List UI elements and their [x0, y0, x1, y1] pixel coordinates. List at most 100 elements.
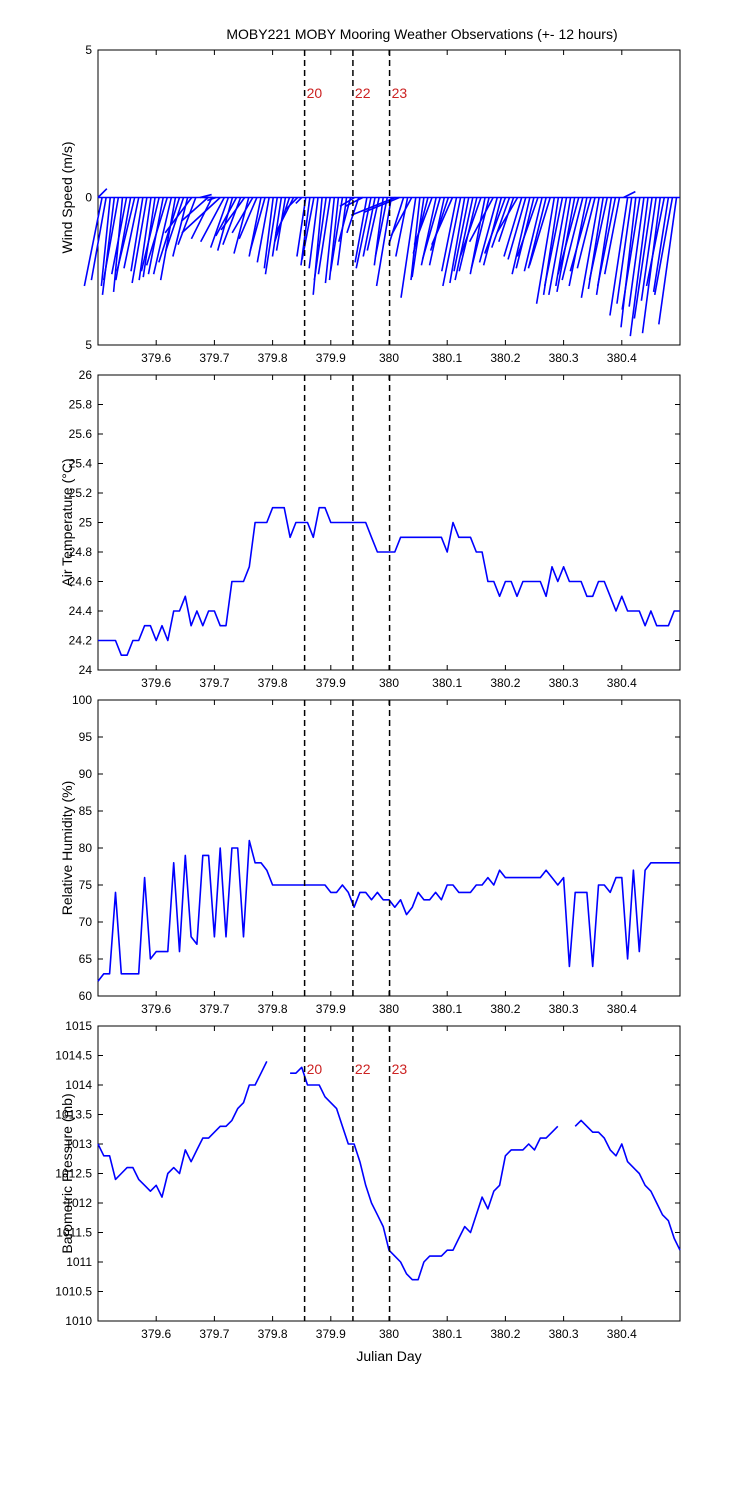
wind-vector [431, 197, 454, 246]
wind-vector [159, 197, 177, 281]
x-tick-label: 380.1 [432, 1002, 462, 1016]
wind-vector [483, 197, 507, 254]
wind-vector [449, 197, 466, 284]
wind-vector [317, 197, 332, 275]
wind-vector [231, 197, 254, 234]
wind-vector [413, 197, 433, 245]
y-tick-label: 0 [85, 191, 92, 205]
x-tick-label: 380 [379, 351, 399, 365]
wind-vector [285, 196, 299, 210]
wind-vector [100, 197, 112, 287]
wind-speed-panel: 379.6 379.7 379.8 379.9 380 380.1 380.2 380.3 38… [59, 43, 681, 365]
wind-vector [516, 197, 539, 257]
series-line [290, 1066, 559, 1281]
y-tick-label: 1011 [66, 1255, 92, 1269]
wind-vector [177, 197, 197, 245]
wind-vector [496, 197, 519, 234]
wind-vector [233, 197, 250, 254]
wind-vector [209, 197, 230, 248]
series-line [574, 1119, 681, 1251]
y-tick-label: 70 [79, 915, 93, 929]
y-tick-label: 1010.5 [55, 1285, 92, 1299]
event-label: 23 [392, 85, 408, 101]
event-label: 23 [392, 1061, 408, 1077]
y-tick-label: 25.4 [69, 457, 93, 471]
wind-vector [256, 197, 270, 263]
x-tick-label: 379.6 [141, 351, 171, 365]
y-tick-label: 5 [85, 338, 92, 352]
x-tick-label: 379.6 [141, 1327, 171, 1341]
wind-vector [152, 197, 173, 275]
x-tick-label: 379.7 [199, 351, 229, 365]
x-tick-label: 379.9 [316, 351, 346, 365]
wind-vector [440, 197, 458, 272]
wind-vector [123, 197, 140, 269]
y-tick-label: 60 [79, 989, 93, 1003]
series-line [98, 506, 680, 656]
wind-vector [388, 197, 405, 245]
wind-vector [543, 197, 564, 287]
wind-vector [491, 197, 511, 248]
wind-vector [503, 197, 523, 257]
wind-vector [400, 197, 417, 298]
x-tick-label: 380.4 [607, 351, 637, 365]
wind-vector [453, 197, 470, 272]
wind-vector [164, 197, 193, 234]
x-tick-label: 379.6 [141, 676, 171, 690]
wind-vector [199, 197, 225, 243]
wind-vector [653, 197, 674, 295]
wind-vector [588, 197, 609, 281]
wind-vector [390, 197, 413, 237]
wind-vector [528, 197, 551, 266]
wind-vector [83, 197, 103, 287]
wind-vector [145, 197, 169, 266]
wind-vector [623, 190, 636, 199]
x-tick-label: 379.7 [199, 1002, 229, 1016]
y-tick-label: 95 [79, 730, 93, 744]
y-tick-label: 5 [85, 43, 92, 57]
y-tick-label: 25 [79, 516, 93, 530]
wind-vector [374, 197, 389, 257]
wind-vector [295, 196, 303, 204]
y-axis-label: Barometric Pressure (mb) [59, 1093, 75, 1253]
x-tick-label: 380.2 [490, 1327, 520, 1341]
wind-vector [220, 197, 246, 231]
event-label: 22 [355, 85, 371, 101]
event-label: 20 [307, 85, 323, 101]
x-tick-label: 380 [379, 1002, 399, 1016]
x-tick-label: 380.3 [549, 351, 579, 365]
y-tick-label: 75 [79, 878, 93, 892]
wind-vector [523, 197, 543, 272]
wind-vector [633, 197, 653, 319]
wind-vector [271, 197, 283, 257]
y-tick-label: 80 [79, 841, 93, 855]
wind-vector [410, 197, 421, 281]
event-label: 20 [307, 1061, 323, 1077]
wind-vector [421, 197, 441, 260]
wind-vector [629, 197, 649, 337]
wind-vector [652, 197, 670, 293]
wind-vector [363, 196, 400, 213]
x-tick-label: 380.1 [432, 351, 462, 365]
wind-vector [548, 197, 568, 295]
wind-vector [596, 197, 617, 287]
y-tick-label: 26 [79, 368, 93, 382]
x-tick-label: 380 [379, 1327, 399, 1341]
plot-area [97, 699, 681, 997]
wind-vector [580, 197, 600, 298]
wind-vector [165, 197, 185, 251]
x-tick-label: 380.2 [490, 676, 520, 690]
y-tick-label: 85 [79, 804, 93, 818]
y-tick-label: 1012 [65, 1196, 92, 1210]
wind-vector [158, 197, 181, 263]
wind-vector [296, 197, 307, 257]
y-tick-label: 1014.5 [55, 1049, 92, 1063]
y-tick-label: 24.4 [69, 604, 93, 618]
y-tick-label: 25.8 [69, 398, 93, 412]
wind-vector [140, 197, 160, 272]
wind-vector [207, 196, 217, 202]
wind-vector [412, 197, 429, 254]
wind-vector [535, 197, 556, 304]
wind-vector [116, 197, 136, 272]
